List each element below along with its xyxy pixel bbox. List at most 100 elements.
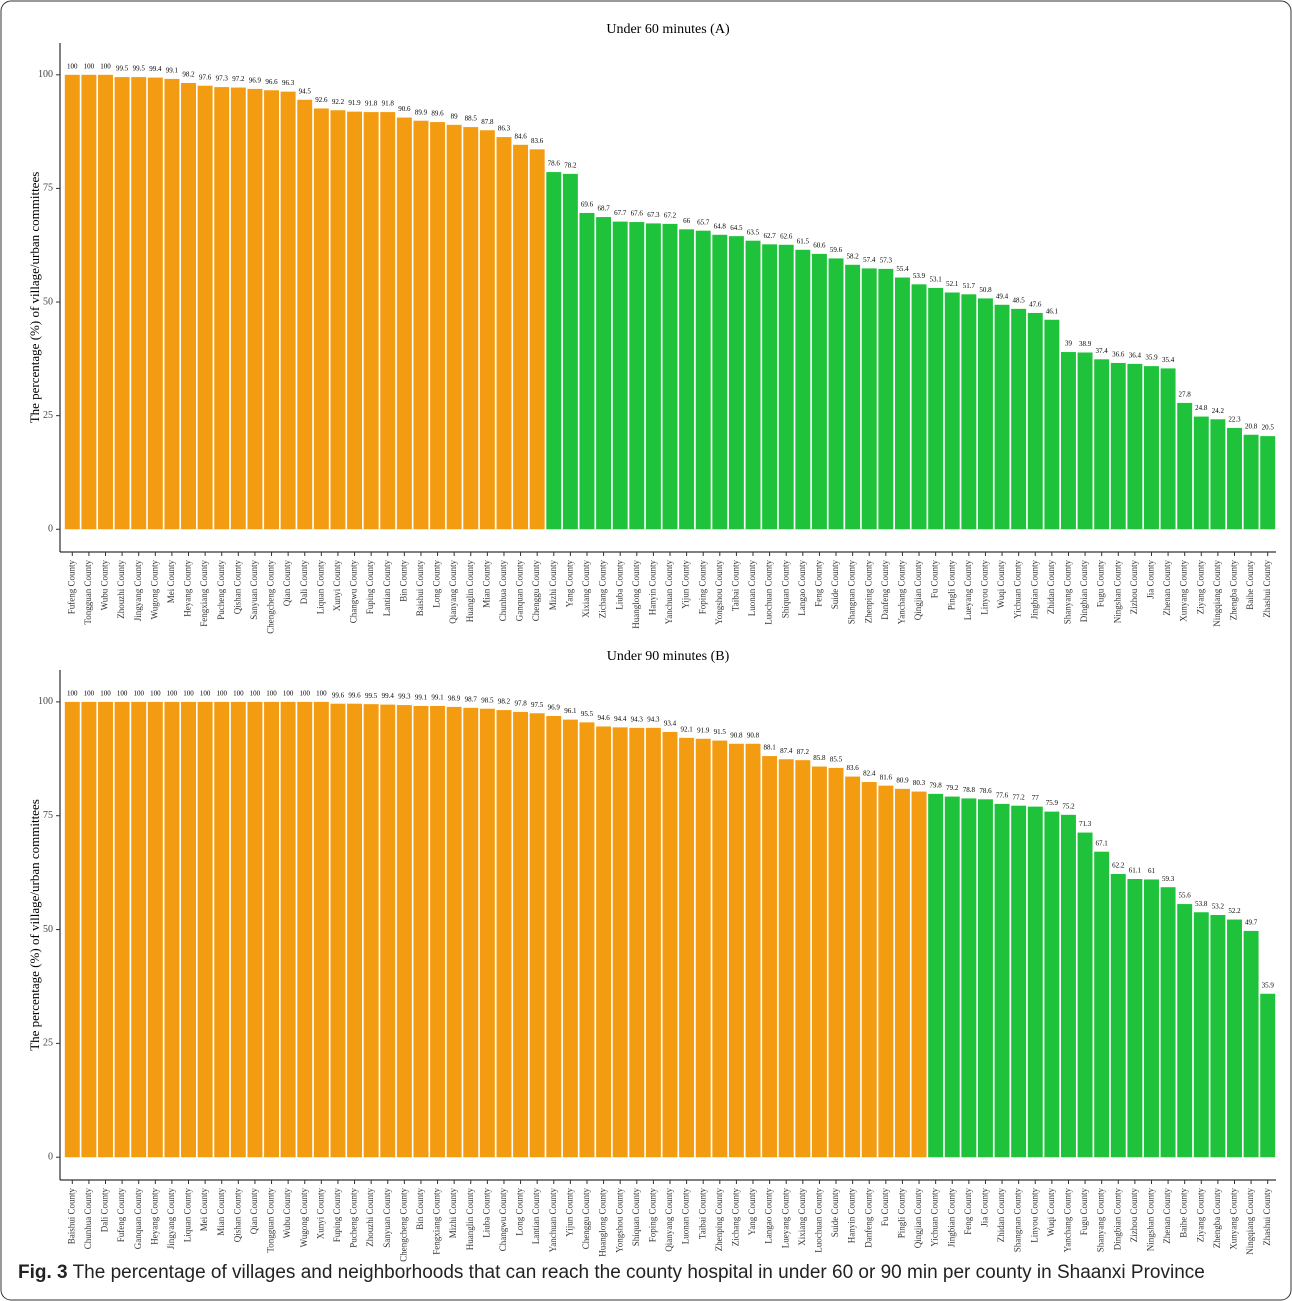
value-label: 53.8 (1195, 900, 1208, 908)
value-label: 39 (1065, 340, 1073, 348)
bar (679, 737, 695, 1158)
x-tick-label: Ningqiang County (1212, 560, 1222, 627)
x-tick-label: Suide County (830, 560, 840, 610)
bar (596, 217, 612, 530)
value-label: 99.5 (365, 692, 378, 700)
x-tick-label: Pucheng County (349, 1188, 359, 1248)
x-tick-label: Sanyuan County (382, 1188, 392, 1248)
value-label: 99.4 (149, 65, 162, 73)
y-tick-label: 25 (43, 1038, 53, 1049)
x-tick-label: Jingbian County (946, 1188, 956, 1248)
x-tick-label: Ningqiang County (1245, 1188, 1255, 1255)
x-tick-label: Yanchuan County (548, 1188, 558, 1253)
x-tick-label: Changwu County (349, 560, 359, 624)
bar (961, 294, 977, 530)
value-label: 99.4 (382, 692, 395, 700)
x-tick-label: Liquan County (315, 560, 325, 615)
value-label: 24.2 (1212, 407, 1225, 415)
value-label: 35.4 (1162, 356, 1175, 364)
value-label: 77 (1032, 794, 1040, 802)
bar (828, 767, 844, 1158)
x-tick-label: Fu County (880, 1188, 890, 1227)
x-tick-label: Bin County (398, 560, 408, 602)
value-label: 98.9 (448, 694, 461, 702)
bar (878, 785, 894, 1158)
x-tick-label: Baihe County (1179, 1188, 1189, 1238)
bar (1144, 366, 1159, 530)
x-tick-label: Baihe County (1245, 560, 1255, 610)
panel-title: Under 90 minutes (B) (607, 649, 730, 664)
panel-title: Under 60 minutes (A) (606, 22, 730, 37)
x-tick-label: Fengxiang County (432, 1188, 442, 1255)
value-label: 82.4 (863, 770, 876, 778)
bar (1227, 427, 1242, 530)
value-label: 47.6 (1029, 301, 1042, 309)
bar (861, 268, 877, 530)
value-label: 83.6 (531, 137, 544, 145)
value-label: 64.5 (730, 224, 743, 232)
x-tick-label: Liuba County (614, 560, 624, 610)
bar (712, 234, 728, 530)
bar (64, 701, 80, 1158)
caption-label: Fig. 3 (18, 1262, 68, 1283)
value-label: 100 (84, 62, 95, 70)
x-tick-label: Wuqi County (996, 560, 1006, 609)
value-label: 86.3 (498, 125, 511, 133)
bar (612, 221, 628, 530)
value-label: 99.3 (398, 693, 411, 701)
y-tick-label: 100 (38, 69, 53, 80)
x-tick-label: Chengcheng County (398, 1188, 408, 1262)
x-tick-label: Luonan County (747, 560, 757, 617)
bar (1177, 904, 1193, 1158)
value-label: 98.2 (498, 698, 511, 706)
value-label: 97.3 (216, 75, 229, 83)
value-label: 22.3 (1228, 416, 1241, 424)
bar (1227, 919, 1242, 1158)
value-label: 97.6 (199, 73, 212, 81)
x-tick-label: Liuba County (481, 1188, 491, 1238)
value-label: 98.5 (481, 696, 494, 704)
x-tick-label: Liquan County (183, 1188, 193, 1243)
bar (164, 78, 180, 530)
bar (1060, 352, 1076, 530)
bar (529, 713, 545, 1158)
value-label: 96.6 (265, 78, 278, 86)
bar (1260, 993, 1276, 1158)
x-tick-label: Ziyang County (1195, 1188, 1205, 1243)
x-tick-label: Shiquan County (631, 1188, 641, 1247)
value-label: 89.6 (431, 110, 444, 118)
x-tick-label: Mei County (166, 560, 176, 604)
value-label: 100 (250, 689, 261, 697)
value-label: 55.6 (1179, 892, 1192, 900)
value-label: 91.8 (382, 100, 395, 108)
value-label: 36.4 (1129, 351, 1142, 359)
y-tick-label: 0 (48, 1152, 53, 1163)
x-tick-label: Zhenan County (1162, 1188, 1172, 1244)
bar (98, 74, 113, 530)
x-tick-label: Zhenan County (1162, 560, 1172, 616)
value-label: 79.2 (946, 784, 959, 792)
value-label: 57.4 (863, 256, 876, 264)
bar (197, 701, 213, 1158)
x-tick-label: Chunhua County (83, 1188, 93, 1250)
value-label: 67.1 (1096, 839, 1109, 847)
bar (81, 74, 97, 530)
bar (1260, 436, 1276, 530)
bar (977, 298, 993, 530)
bar (131, 701, 147, 1158)
x-tick-label: Zichang County (730, 1188, 740, 1247)
bar (845, 264, 861, 530)
value-label: 67.7 (614, 209, 627, 217)
x-tick-label: Yanchang County (1063, 1188, 1073, 1253)
bar (1044, 319, 1060, 530)
value-label: 36.6 (1112, 351, 1125, 359)
value-label: 97.8 (514, 700, 527, 708)
value-label: 100 (67, 689, 78, 697)
bar (579, 212, 595, 530)
bar (944, 292, 960, 530)
bar (728, 743, 744, 1158)
value-label: 57.3 (880, 256, 893, 264)
value-label: 87.8 (481, 118, 494, 126)
